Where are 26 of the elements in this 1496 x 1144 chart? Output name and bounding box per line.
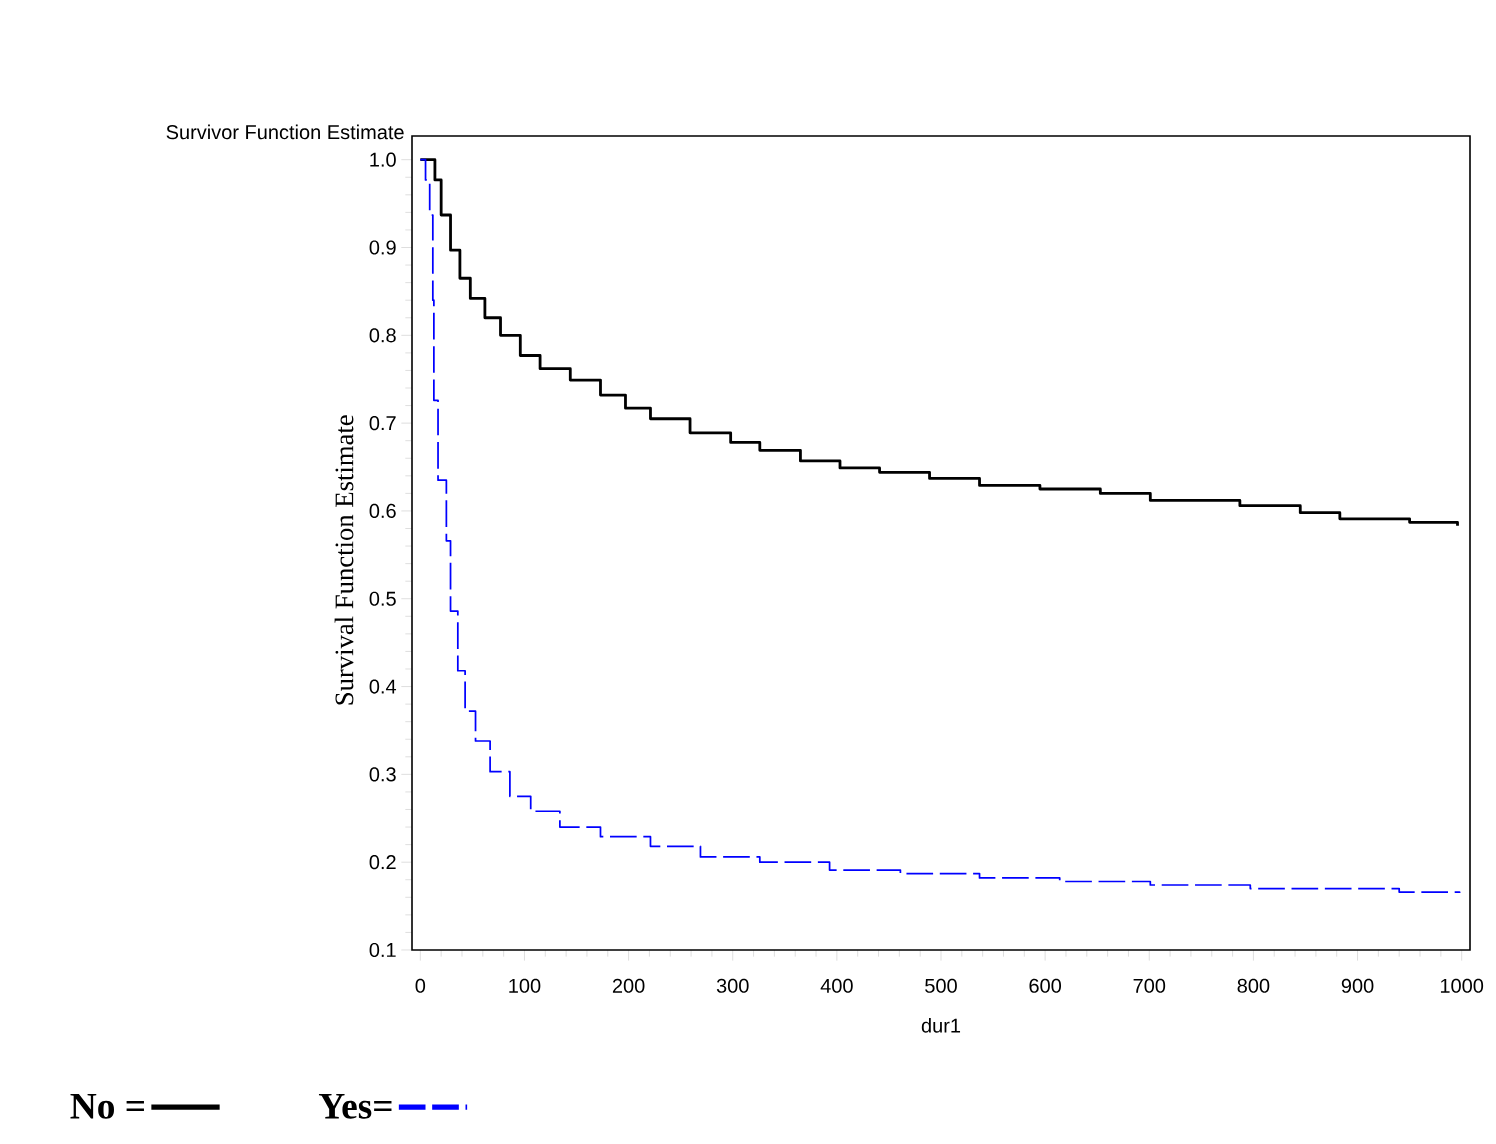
x-tick-label: 600	[1029, 978, 1062, 993]
y-tick-label: 0.9	[369, 240, 396, 255]
x-tick-label: 900	[1341, 978, 1374, 993]
y-tick-label: 1.0	[370, 152, 396, 167]
y-tick-label: 0.6	[369, 503, 396, 519]
x-tick-label: 300	[716, 978, 749, 993]
x-tick-label: 1000	[1440, 978, 1484, 993]
x-tick-label: 0	[415, 978, 426, 993]
y-tick-label: 0.7	[369, 416, 396, 431]
y-axis-title: Survivor Function Estimate	[166, 124, 404, 140]
y-tick-label: 0.4	[369, 679, 397, 694]
legend-label: Yes=	[318, 1093, 392, 1119]
text: Survival Function Estimate	[334, 415, 354, 705]
x-tick-label: 200	[612, 978, 645, 993]
legend-label: No =	[70, 1093, 144, 1119]
y-tick-label: 0.2	[369, 855, 396, 870]
y-tick-label: 0.5	[369, 591, 396, 606]
x-tick-label: 400	[820, 978, 853, 993]
x-tick-label: 700	[1133, 978, 1166, 993]
y-tick-label: 0.8	[369, 328, 396, 343]
x-tick-label: 800	[1237, 978, 1270, 993]
x-tick-label: 500	[925, 978, 957, 993]
y-tick-label: 0.3	[369, 767, 396, 782]
y-tick-label: 0.1	[369, 942, 396, 958]
x-axis-title: dur1	[921, 1018, 961, 1033]
x-tick-label: 100	[509, 978, 541, 993]
